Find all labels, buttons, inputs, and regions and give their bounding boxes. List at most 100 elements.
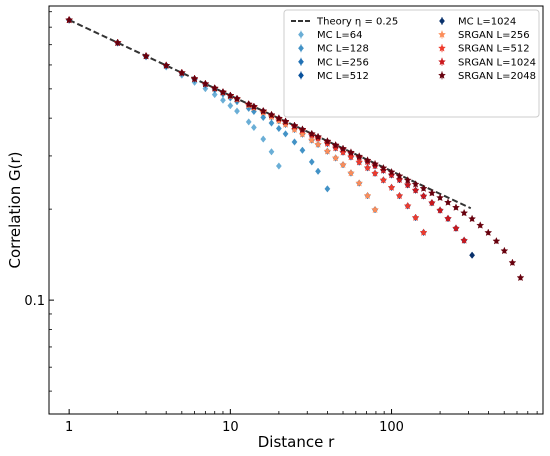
legend-marker-swatch	[438, 44, 446, 52]
legend-marker-swatch	[298, 58, 304, 66]
data-point	[219, 87, 227, 96]
data-point	[460, 208, 469, 217]
data-point	[411, 186, 420, 194]
legend-entry: Theory η = 0.25	[291, 17, 398, 28]
data-point	[162, 61, 171, 69]
data-point	[403, 180, 412, 189]
data-point	[395, 171, 404, 180]
series-srgan-l-2048	[65, 15, 525, 282]
data-point	[355, 152, 364, 160]
legend: Theory η = 0.25 MC L=64 MC L=128 MC L=256 MC…	[283, 9, 540, 118]
legend-entry: SRGAN L=512	[438, 44, 530, 55]
legend-label: Theory η = 0.25	[316, 17, 398, 28]
legend-entry: MC L=1024	[439, 17, 516, 28]
data-point	[211, 90, 218, 99]
series-mc-l-64	[66, 16, 282, 170]
data-point	[291, 138, 298, 146]
data-point	[226, 91, 235, 99]
data-point	[234, 107, 240, 115]
y-axis-label: Correlation G(r)	[6, 152, 24, 269]
data-point	[233, 94, 241, 103]
data-point	[363, 163, 372, 172]
data-point	[395, 191, 404, 200]
ticks-layer: 1 10 100 0.1	[24, 11, 538, 435]
legend-marker-swatch	[298, 30, 304, 39]
data-point	[355, 179, 364, 187]
data-point	[314, 140, 322, 148]
data-point	[249, 102, 258, 110]
data-point	[371, 169, 379, 177]
data-point	[436, 206, 444, 214]
data-point	[65, 15, 74, 24]
data-point	[245, 118, 252, 126]
data-point	[452, 224, 460, 232]
data-point	[347, 148, 355, 156]
data-point	[411, 180, 420, 188]
legend-entry: SRGAN L=1024	[438, 57, 536, 68]
x-tick-label: 100	[379, 420, 404, 435]
legend-entry: SRGAN L=2048	[438, 71, 536, 82]
series-layer	[65, 15, 525, 282]
data-point	[379, 163, 388, 172]
legend-label: MC L=1024	[458, 17, 516, 28]
data-point	[220, 96, 226, 104]
legend-label: MC L=256	[317, 57, 369, 68]
plot-area: 1 10 100 0.1	[24, 5, 544, 435]
data-point	[275, 162, 282, 170]
data-point	[177, 68, 186, 77]
data-point	[324, 185, 331, 193]
data-point	[395, 175, 404, 184]
data-point	[508, 258, 517, 267]
data-point	[403, 201, 412, 210]
legend-marker-swatch	[298, 44, 304, 52]
data-point	[290, 121, 299, 130]
data-point	[331, 140, 340, 149]
data-point	[427, 188, 436, 197]
data-point	[260, 113, 267, 122]
legend-entry: MC L=256	[298, 57, 369, 68]
legend-entry: MC L=128	[298, 44, 369, 55]
plot-frame	[48, 5, 544, 415]
y-tick-label: 0.1	[24, 294, 45, 309]
legend-label: SRGAN L=512	[458, 44, 530, 55]
legend-label: MC L=64	[317, 30, 362, 41]
data-point	[427, 198, 436, 207]
data-point	[275, 124, 282, 133]
data-point	[314, 132, 322, 141]
legend-entry: MC L=512	[298, 71, 369, 82]
data-point	[516, 273, 525, 282]
legend-entry: MC L=64	[298, 30, 362, 41]
data-point	[190, 74, 199, 83]
data-point	[492, 236, 501, 245]
legend-marker-swatch	[438, 71, 446, 79]
data-point	[371, 159, 379, 168]
data-point	[411, 213, 420, 221]
data-point	[267, 110, 276, 119]
data-point	[444, 198, 452, 206]
data-point	[274, 114, 283, 122]
legend-label: MC L=128	[317, 44, 369, 55]
data-point	[307, 129, 316, 138]
data-point	[323, 137, 332, 145]
legend-marker-swatch	[439, 17, 445, 25]
legend-label: SRGAN L=1024	[458, 57, 536, 68]
legend-entry: SRGAN L=256	[438, 30, 530, 41]
data-point	[419, 191, 428, 200]
data-point	[355, 158, 364, 166]
data-point	[339, 148, 347, 156]
data-point	[315, 167, 321, 175]
x-tick-label: 10	[222, 420, 239, 435]
data-point	[308, 158, 315, 166]
data-point	[452, 203, 460, 211]
data-point	[268, 148, 275, 156]
data-point	[281, 117, 290, 125]
data-point	[259, 106, 268, 115]
data-point	[290, 125, 299, 133]
data-point	[363, 156, 372, 164]
data-point	[323, 147, 332, 155]
data-point	[419, 184, 428, 192]
data-point	[113, 38, 122, 47]
data-point	[436, 193, 444, 202]
data-point	[403, 176, 412, 184]
